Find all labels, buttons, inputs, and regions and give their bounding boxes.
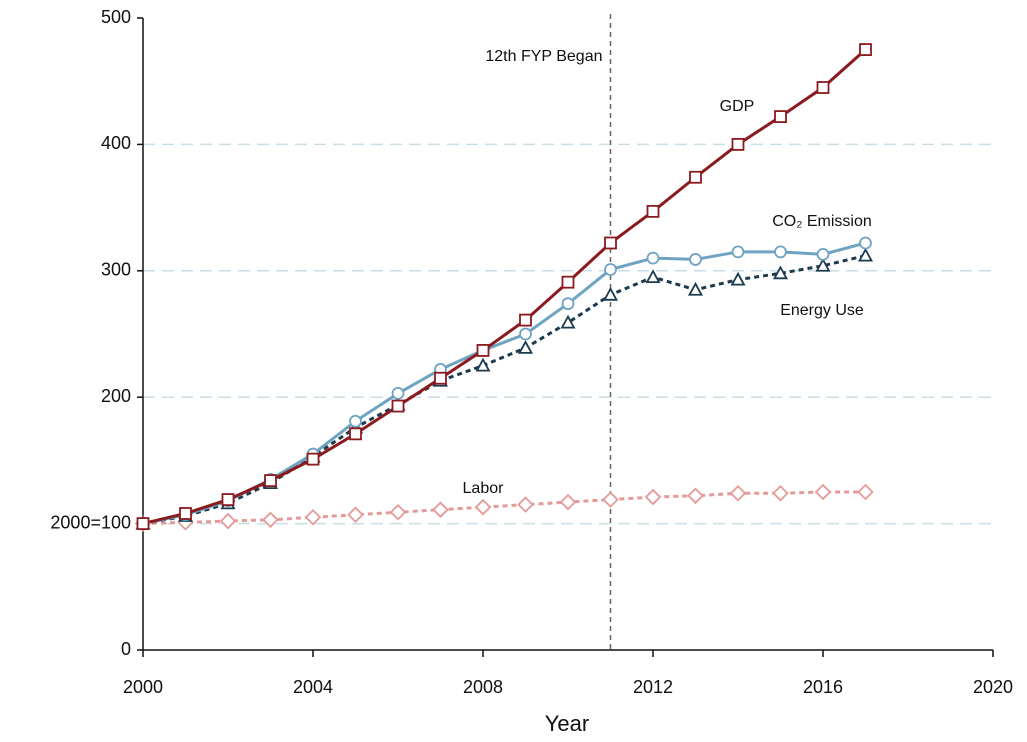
marker bbox=[859, 43, 872, 56]
x-axis-title: Year bbox=[545, 711, 589, 736]
series-line bbox=[142, 490, 866, 526]
marker bbox=[730, 271, 746, 286]
marker bbox=[857, 483, 874, 501]
marker bbox=[687, 281, 704, 296]
marker bbox=[857, 247, 874, 262]
marker bbox=[391, 399, 405, 413]
x-tick-label: 2004 bbox=[293, 677, 333, 697]
marker bbox=[349, 414, 362, 428]
marker bbox=[689, 170, 702, 184]
marker bbox=[689, 253, 702, 266]
marker bbox=[602, 286, 619, 301]
x-tick-label: 2008 bbox=[463, 677, 503, 697]
marker bbox=[604, 236, 617, 250]
marker bbox=[519, 313, 532, 327]
marker bbox=[304, 509, 322, 526]
marker bbox=[264, 474, 277, 488]
marker bbox=[136, 517, 150, 530]
marker bbox=[816, 81, 830, 94]
marker bbox=[645, 269, 661, 284]
marker bbox=[391, 387, 405, 400]
marker bbox=[476, 344, 490, 357]
marker bbox=[560, 314, 576, 329]
marker bbox=[687, 487, 704, 505]
annotation-text: 12th FYP Began bbox=[485, 48, 602, 65]
marker bbox=[219, 512, 237, 530]
x-tick-label: 2000 bbox=[123, 677, 163, 697]
marker bbox=[434, 371, 447, 385]
marker bbox=[517, 496, 534, 513]
marker bbox=[604, 263, 617, 276]
marker bbox=[179, 507, 192, 520]
marker bbox=[815, 257, 831, 272]
marker bbox=[859, 236, 872, 250]
y-tick-label: 400 bbox=[101, 133, 131, 153]
series-line bbox=[142, 241, 866, 526]
x-tick-label: 2020 bbox=[973, 677, 1013, 697]
marker bbox=[774, 110, 787, 123]
series-line bbox=[142, 48, 867, 526]
x-tick-label: 2016 bbox=[803, 677, 843, 697]
marker bbox=[602, 491, 619, 508]
series-label: Labor bbox=[463, 480, 505, 497]
marker bbox=[347, 506, 364, 524]
marker bbox=[646, 204, 660, 218]
marker bbox=[474, 498, 492, 516]
series-label: CO₂ Emission bbox=[772, 213, 872, 230]
marker bbox=[774, 245, 787, 259]
marker bbox=[561, 275, 575, 289]
y-tick-label: 500 bbox=[101, 7, 131, 27]
x-tick-label: 2012 bbox=[633, 677, 673, 697]
marker bbox=[519, 327, 532, 341]
marker bbox=[561, 297, 575, 311]
marker bbox=[729, 484, 747, 502]
marker bbox=[772, 265, 789, 280]
marker bbox=[816, 247, 830, 261]
marker bbox=[221, 493, 235, 506]
marker bbox=[389, 503, 407, 521]
marker bbox=[814, 483, 832, 501]
series-line bbox=[142, 254, 866, 526]
series-label: GDP bbox=[720, 98, 755, 115]
marker bbox=[517, 340, 534, 354]
marker bbox=[559, 493, 577, 511]
marker bbox=[731, 245, 745, 259]
y-tick-label: 0 bbox=[121, 639, 131, 659]
y-tick-label: 2000=100 bbox=[50, 512, 131, 532]
y-tick-label: 200 bbox=[101, 386, 131, 406]
marker bbox=[306, 452, 320, 466]
series-label: Energy Use bbox=[780, 302, 864, 319]
marker bbox=[349, 427, 362, 441]
marker bbox=[262, 511, 279, 529]
marker bbox=[432, 501, 449, 518]
y-tick-label: 300 bbox=[101, 260, 131, 280]
marker bbox=[644, 488, 662, 506]
marker bbox=[646, 251, 660, 265]
marker bbox=[475, 357, 491, 372]
marker bbox=[772, 484, 789, 502]
marker bbox=[731, 137, 745, 151]
